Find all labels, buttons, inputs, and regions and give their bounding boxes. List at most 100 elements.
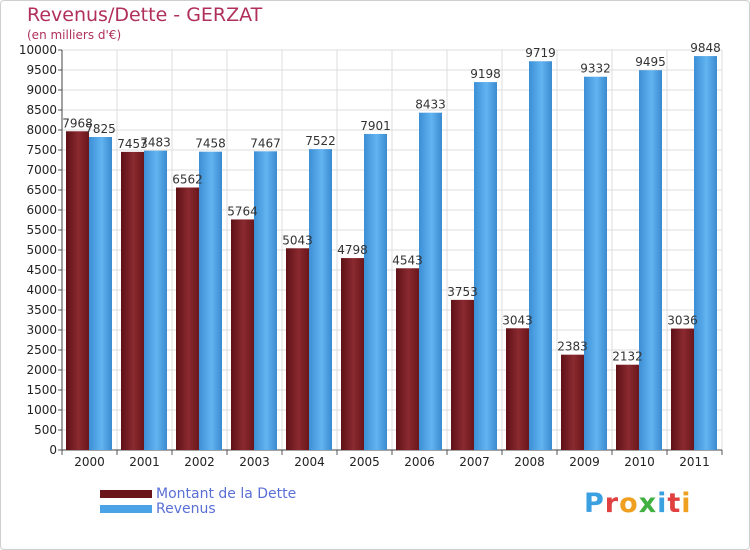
y-tick-label: 9500: [26, 63, 57, 77]
y-tick-label: 2500: [26, 343, 57, 357]
grid-lines: [61, 49, 723, 451]
y-tick-labels: 0 500 1000 1500 2000 2500 3000 3500 4000 4500 5000…: [19, 43, 57, 457]
legend: Montant de la Dette Revenus: [100, 485, 297, 517]
y-tick-label: 10000: [19, 43, 57, 57]
y-tick-label: 4500: [26, 263, 57, 277]
proxiti-logo: Proxiti: [584, 488, 692, 519]
data-label-dette: 7453: [117, 137, 148, 151]
x-tick-label: 2010: [624, 455, 655, 469]
bar-revenus: [89, 137, 112, 450]
data-label-dette: 7968: [62, 116, 93, 130]
data-label-revenus: 7825: [85, 122, 116, 136]
y-tick-label: 5500: [26, 223, 57, 237]
data-label-dette: 5764: [227, 204, 258, 218]
y-tick-label: 8500: [26, 103, 57, 117]
legend-swatch-revenus: [100, 504, 152, 513]
y-tick-label: 7000: [26, 163, 57, 177]
data-label-dette: 4543: [392, 253, 423, 267]
data-label-dette: 5043: [282, 233, 313, 247]
bar-revenus: [309, 149, 332, 450]
legend-item-revenus: Revenus: [100, 500, 296, 517]
chart-title: Revenus/Dette - GERZAT: [27, 4, 263, 26]
y-tick-label: 5000: [26, 243, 57, 257]
x-tick-label: 2002: [184, 455, 215, 469]
x-tick-label: 2000: [74, 455, 105, 469]
data-label-revenus: 9719: [525, 46, 556, 60]
x-tick-label: 2007: [459, 455, 490, 469]
bar-dette: [451, 299, 474, 450]
data-label-revenus: 9848: [690, 41, 721, 55]
logo-letter: i: [657, 488, 668, 519]
bar-revenus: [584, 76, 607, 450]
data-label-revenus: 9495: [635, 55, 666, 69]
data-label-revenus: 7467: [250, 136, 281, 150]
x-tick-label: 2009: [569, 455, 600, 469]
bar-dette: [561, 354, 584, 450]
bar-revenus: [474, 82, 497, 450]
logo-letter: r: [604, 488, 620, 519]
data-label-revenus: 9332: [580, 62, 611, 76]
data-label-revenus: 9198: [470, 67, 501, 81]
y-tick-label: 6000: [26, 203, 57, 217]
y-tick-label: 3000: [26, 323, 57, 337]
y-tick-label: 8000: [26, 123, 57, 137]
data-label-revenus: 7483: [140, 136, 171, 150]
logo-letter: o: [619, 488, 639, 519]
legend-label-revenus: Revenus: [156, 500, 216, 517]
data-label-dette: 2132: [612, 350, 643, 364]
logo-letter: P: [584, 488, 605, 519]
bar-revenus: [144, 150, 167, 450]
chart-subtitle: (en milliers d'€): [27, 28, 122, 42]
y-tick-label: 3500: [26, 303, 57, 317]
y-tick-label: 500: [34, 423, 57, 437]
data-label-revenus: 7901: [360, 119, 391, 133]
x-tick-labels: 2000 2001 2002 2003 2004 2005 2006 2007 2008 2009…: [74, 455, 710, 469]
bar-dette: [506, 328, 529, 450]
data-label-dette: 3753: [447, 285, 478, 299]
y-tick-label: 6500: [26, 183, 57, 197]
bar-revenus: [364, 133, 387, 450]
data-label-revenus: 7522: [305, 134, 336, 148]
bar-revenus: [419, 112, 442, 451]
legend-swatch-dette: [100, 489, 152, 498]
bars: [66, 56, 717, 451]
data-label-revenus: 7458: [195, 137, 226, 151]
y-tick-label: 4000: [26, 283, 57, 297]
bar-revenus: [529, 61, 552, 451]
data-label-dette: 3043: [502, 313, 533, 327]
bar-revenus: [694, 56, 717, 451]
x-tick-label: 2005: [349, 455, 380, 469]
y-tick-label: 7500: [26, 143, 57, 157]
data-label-dette: 2383: [557, 340, 588, 354]
y-tick-label: 2000: [26, 363, 57, 377]
legend-label-dette: Montant de la Dette: [156, 485, 297, 502]
y-tick-label: 1500: [26, 383, 57, 397]
legend-item-dette: Montant de la Dette: [100, 485, 297, 502]
data-label-revenus: 8433: [415, 98, 446, 112]
bar-dette: [66, 131, 89, 450]
bar-revenus: [199, 151, 222, 450]
x-tick-label: 2003: [239, 455, 270, 469]
bar-dette: [176, 187, 199, 450]
data-label-dette: 6562: [172, 173, 203, 187]
x-tick-label: 2004: [294, 455, 325, 469]
x-tick-label: 2001: [129, 455, 160, 469]
x-tick-label: 2011: [679, 455, 710, 469]
bar-dette: [616, 364, 639, 450]
data-label-dette: 3036: [667, 314, 698, 328]
bar-dette: [671, 328, 694, 450]
bar-dette: [121, 151, 144, 450]
axes: [58, 49, 723, 455]
bar-dette: [286, 248, 309, 450]
bar-revenus: [254, 151, 277, 450]
logo-letter: i: [681, 488, 692, 519]
bar-dette: [396, 268, 419, 450]
logo-letter: t: [667, 488, 682, 519]
logo-letter: x: [638, 488, 658, 519]
y-tick-label: 9000: [26, 83, 57, 97]
y-tick-label: 1000: [26, 403, 57, 417]
bar-dette: [231, 219, 254, 450]
x-tick-label: 2006: [404, 455, 435, 469]
